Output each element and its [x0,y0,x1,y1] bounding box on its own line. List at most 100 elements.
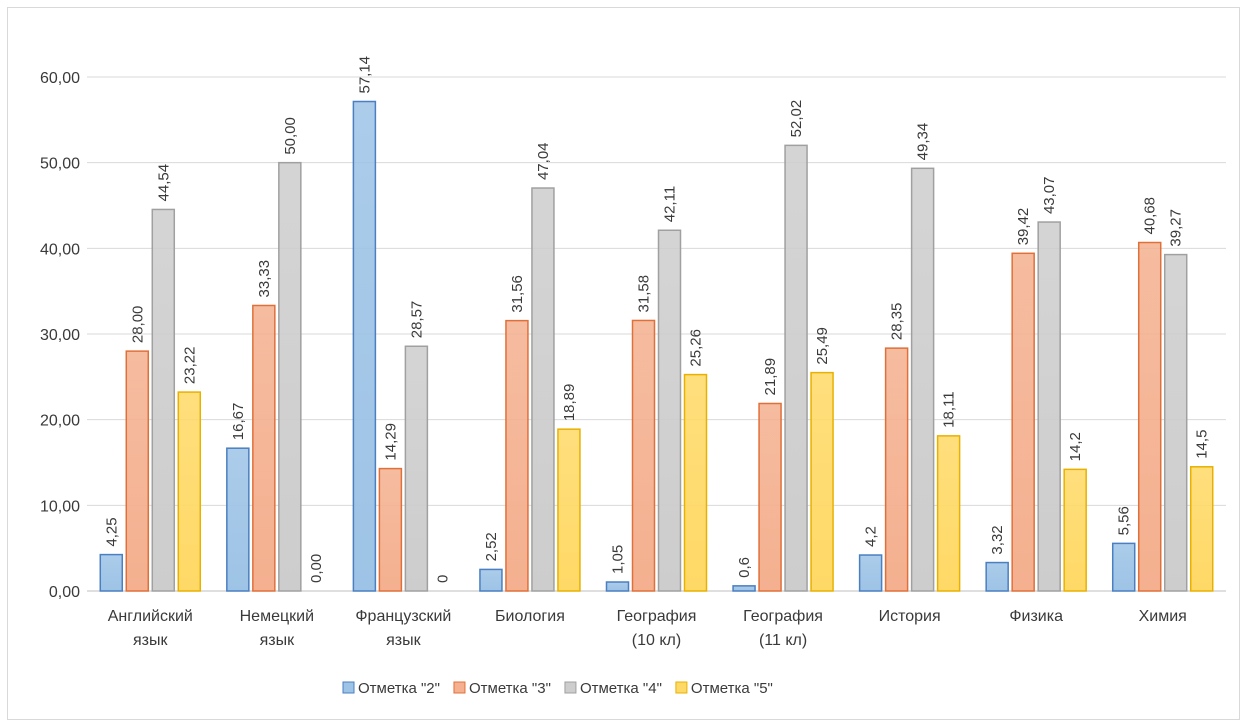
bar [985,561,1009,592]
data-label: 33,33 [256,260,273,298]
category-label: География [617,608,697,625]
bar [605,581,630,592]
y-tick-label: 10,00 [40,498,80,515]
legend-label: Отметка "2" [358,680,440,697]
bar [1011,252,1035,592]
y-tick-label: 30,00 [40,327,80,344]
data-label: 28,00 [129,306,146,344]
category-label: Химия [1139,608,1187,625]
y-tick-label: 50,00 [40,156,80,173]
data-label: 5,56 [1116,506,1133,535]
data-label: 3,32 [989,525,1006,554]
bar [226,447,250,592]
data-label: 31,56 [509,275,526,313]
grid-lines [87,76,1226,592]
category-label: Биология [495,608,565,625]
data-label: 14,5 [1194,430,1211,459]
bar [1063,468,1087,592]
bar [858,554,883,592]
legend-label: Отметка "5" [691,680,773,697]
data-label: 23,22 [181,347,198,385]
data-label: 31,58 [636,275,653,313]
category-label: Немецкий [240,608,314,625]
data-label: 39,27 [1168,209,1185,247]
bar [278,161,302,592]
bar [99,553,124,592]
data-label: 0 [434,575,451,583]
y-tick-label: 0,00 [49,584,80,601]
data-label: 18,89 [561,384,578,422]
data-label: 14,2 [1067,432,1084,461]
legend-swatch [453,681,466,694]
data-label: 42,11 [662,186,679,222]
category-label: язык [133,632,169,649]
data-label: 14,29 [382,423,399,461]
y-tick-label: 40,00 [40,241,80,258]
bar [1111,542,1136,592]
data-label: 0,6 [736,557,753,578]
bar [177,391,202,592]
bars [99,100,1214,592]
category-label: География [743,608,823,625]
bar [404,345,429,592]
bar [936,435,961,592]
bar [557,428,581,592]
bar [479,568,503,592]
bar [378,467,403,592]
bar [732,585,756,592]
data-label: 2,52 [483,532,500,561]
category-label: Французский [355,608,451,625]
legend-swatch [564,681,577,694]
category-label: История [879,608,941,625]
legend-swatch [342,681,355,694]
bar [683,373,708,592]
data-label: 4,25 [103,517,120,546]
data-label: 28,57 [408,301,425,339]
legend-label: Отметка "4" [580,680,662,697]
bar [910,167,935,592]
data-label: 49,34 [915,123,932,161]
data-label: 25,26 [688,329,705,367]
data-label: 25,49 [814,327,831,365]
bar [1137,241,1162,592]
data-labels: 4,25 28,00 44,54 23,22 16,67 33,33 50,00 0,00 57… [103,56,1210,583]
y-axis-ticks: 0,00 10,00 20,00 30,00 40,00 50,00 60,00 [40,70,80,601]
x-axis-categories: Английский язык Немецкий язык Французский язы… [108,608,1187,649]
data-label: 4,2 [863,526,880,547]
category-label: (10 кл) [632,632,681,649]
category-label: язык [386,632,422,649]
bar [505,319,529,592]
bar [631,319,656,592]
y-tick-label: 60,00 [40,70,80,87]
bar [657,229,682,592]
data-label: 39,42 [1015,208,1032,246]
bar [810,371,834,592]
category-label: язык [260,632,296,649]
data-label: 0,00 [308,554,325,583]
data-label: 28,35 [889,303,906,341]
bar [151,208,176,592]
category-label: (11 кл) [759,632,807,649]
data-label: 43,07 [1041,176,1058,214]
bar [884,347,909,592]
data-label: 57,14 [356,56,373,94]
bar [1189,466,1214,592]
data-label: 1,05 [610,545,627,574]
data-label: 16,67 [230,403,247,441]
data-label: 52,02 [788,100,805,138]
legend-label: Отметка "3" [469,680,551,697]
data-label: 44,54 [155,164,172,202]
category-label: Английский [108,608,193,625]
data-label: 18,11 [941,391,958,427]
data-label: 47,04 [535,142,552,180]
data-label: 21,89 [762,358,779,396]
data-label: 40,68 [1142,197,1159,235]
legend: Отметка "2" Отметка "3" Отметка "4" Отметка… [342,680,773,697]
bar [531,187,555,592]
legend-swatch [675,681,688,694]
y-tick-label: 20,00 [40,413,80,430]
bar [758,402,782,592]
data-label: 50,00 [282,117,299,155]
bar [1163,253,1188,592]
